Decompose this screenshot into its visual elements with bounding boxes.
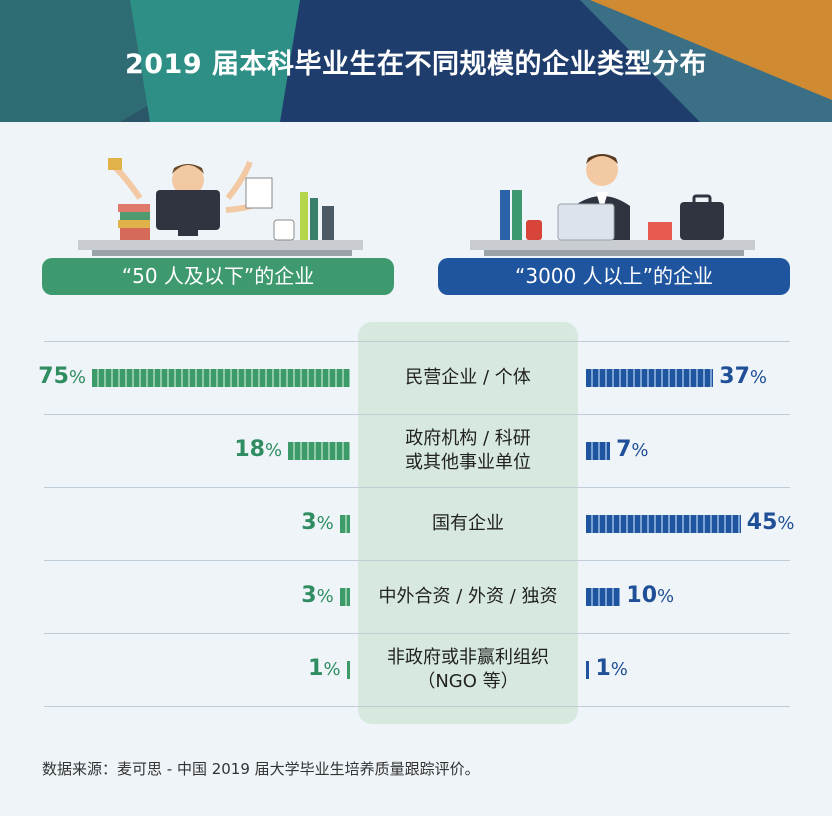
bar-large-company bbox=[586, 587, 621, 606]
bar-small-company bbox=[339, 587, 350, 606]
category-label: 民营企业 / 个体 bbox=[360, 366, 576, 390]
row-divider bbox=[44, 414, 790, 415]
bar-small-company bbox=[92, 368, 350, 387]
category-label-line: 民营企业 / 个体 bbox=[405, 366, 531, 388]
group-label-small-companies: “50 人及以下”的企业 bbox=[42, 258, 394, 295]
category-label-line: （NGO 等） bbox=[417, 670, 519, 692]
category-label-line: 中外合资 / 外资 / 独资 bbox=[378, 585, 558, 607]
bar-large-company bbox=[586, 368, 714, 387]
row-divider bbox=[44, 706, 790, 707]
value-label-small-company: 1% bbox=[308, 655, 341, 681]
value-label-large-company: 45% bbox=[746, 509, 795, 535]
category-band bbox=[358, 322, 578, 724]
row-divider bbox=[44, 560, 790, 561]
group-label-large-companies: “3000 人以上”的企业 bbox=[438, 258, 790, 295]
bar-small-company bbox=[288, 441, 350, 460]
category-label: 中外合资 / 外资 / 独资 bbox=[360, 585, 576, 609]
value-label-small-company: 75% bbox=[38, 363, 86, 389]
header-banner: 2019 届本科毕业生在不同规模的企业类型分布 bbox=[0, 0, 832, 122]
category-label: 政府机构 / 科研 或其他事业单位 bbox=[360, 427, 576, 475]
value-label-small-company: 18% bbox=[234, 436, 283, 462]
bar-large-company bbox=[586, 441, 611, 460]
bar-large-company bbox=[586, 660, 590, 679]
bar-small-company bbox=[346, 660, 350, 679]
busy-worker-illustration bbox=[78, 158, 363, 256]
category-label-line: 政府机构 / 科研 bbox=[405, 427, 531, 449]
header-background bbox=[0, 0, 832, 122]
bar-small-company bbox=[339, 514, 350, 533]
category-label: 非政府或非赢利组织 （NGO 等） bbox=[360, 646, 576, 694]
value-label-large-company: 10% bbox=[626, 582, 675, 608]
value-label-large-company: 1% bbox=[595, 655, 628, 681]
row-divider bbox=[44, 633, 790, 634]
office-worker-illustration bbox=[470, 154, 755, 256]
category-label-line: 非政府或非赢利组织 bbox=[387, 646, 549, 668]
value-label-small-company: 3% bbox=[301, 509, 334, 535]
chart-title: 2019 届本科毕业生在不同规模的企业类型分布 bbox=[124, 49, 708, 80]
row-divider bbox=[44, 341, 790, 342]
value-label-small-company: 3% bbox=[301, 582, 334, 608]
category-label-line: 国有企业 bbox=[432, 512, 504, 534]
category-label-line: 或其他事业单位 bbox=[405, 451, 531, 473]
row-divider bbox=[44, 487, 790, 488]
value-label-large-company: 37% bbox=[719, 363, 767, 389]
value-label-large-company: 7% bbox=[616, 436, 649, 462]
source-note: 数据来源：麦可思 - 中国 2019 届大学毕业生培养质量跟踪评价。 bbox=[42, 760, 480, 778]
category-label: 国有企业 bbox=[360, 512, 576, 536]
bar-large-company bbox=[586, 514, 741, 533]
